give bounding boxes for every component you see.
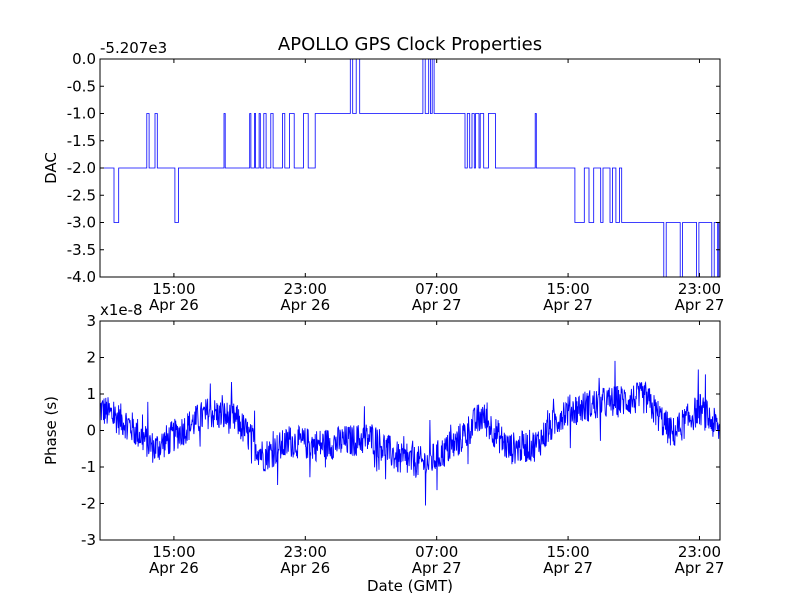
phase-xtick-time-label: 07:00 bbox=[415, 543, 458, 561]
phase-offset-text: x1e-8 bbox=[100, 301, 143, 319]
dac-ytick-label: -2.0 bbox=[67, 159, 96, 177]
dac-xtick-date-label: Apr 26 bbox=[280, 296, 330, 314]
phase-xtick-date-label: Apr 27 bbox=[543, 559, 593, 577]
phase-ytick-label: 2 bbox=[86, 349, 96, 367]
dac-ytick-label: -1.5 bbox=[67, 132, 96, 150]
phase-ytick-label: 3 bbox=[86, 312, 96, 330]
dac-ytick-label: -3.0 bbox=[67, 214, 96, 232]
phase-xlabel: Date (GMT) bbox=[367, 577, 453, 595]
dac-xtick-time-label: 15:00 bbox=[546, 280, 589, 298]
phase-axes-frame bbox=[99, 320, 721, 541]
dac-ytick-label: -1.0 bbox=[67, 105, 96, 123]
phase-xtick-time-label: 15:00 bbox=[152, 543, 195, 561]
phase-ytick-label: -3 bbox=[81, 531, 96, 549]
phase-series-line bbox=[100, 360, 720, 506]
dac-xtick-time-label: 23:00 bbox=[284, 280, 327, 298]
dac-xtick-time-label: 23:00 bbox=[678, 280, 721, 298]
phase-xtick-date-label: Apr 26 bbox=[280, 559, 330, 577]
dac-ytick-label: -2.5 bbox=[67, 186, 96, 204]
dac-xtick-date-label: Apr 27 bbox=[412, 296, 462, 314]
dac-xtick-time-label: 15:00 bbox=[152, 280, 195, 298]
phase-ylabel: Phase (s) bbox=[42, 396, 60, 465]
phase-xtick-date-label: Apr 26 bbox=[149, 559, 199, 577]
phase-ytick-label: -1 bbox=[81, 458, 96, 476]
dac-xtick-time-label: 07:00 bbox=[415, 280, 458, 298]
dac-ytick-label: -0.5 bbox=[67, 77, 96, 95]
dac-offset-text: -5.207e3 bbox=[100, 39, 167, 57]
phase-ytick-label: 0 bbox=[86, 422, 96, 440]
phase-xtick-time-label: 23:00 bbox=[284, 543, 327, 561]
dac-xtick-date-label: Apr 27 bbox=[543, 296, 593, 314]
phase-ytick-label: -2 bbox=[81, 495, 96, 513]
dac-xtick-date-label: Apr 27 bbox=[675, 296, 725, 314]
phase-xtick-date-label: Apr 27 bbox=[412, 559, 462, 577]
phase-xtick-time-label: 23:00 bbox=[678, 543, 721, 561]
dac-ytick-label: -3.5 bbox=[67, 241, 96, 259]
phase-xtick-date-label: Apr 27 bbox=[675, 559, 725, 577]
phase-xtick-time-label: 15:00 bbox=[546, 543, 589, 561]
dac-ylabel: DAC bbox=[42, 152, 60, 184]
dac-series-line bbox=[100, 59, 720, 277]
dac-panel: 0.0 -0.5 -1.0 -1.5 -2.0 -2.5 -3.0 -3.5 -4.0 15:00… bbox=[42, 39, 724, 314]
phase-ytick-label: 1 bbox=[86, 385, 96, 403]
dac-ytick-label: 0.0 bbox=[72, 50, 96, 68]
dac-xtick-date-label: Apr 26 bbox=[149, 296, 199, 314]
dac-ytick-label: -4.0 bbox=[67, 268, 96, 286]
figure-title: APOLLO GPS Clock Properties bbox=[278, 34, 542, 55]
